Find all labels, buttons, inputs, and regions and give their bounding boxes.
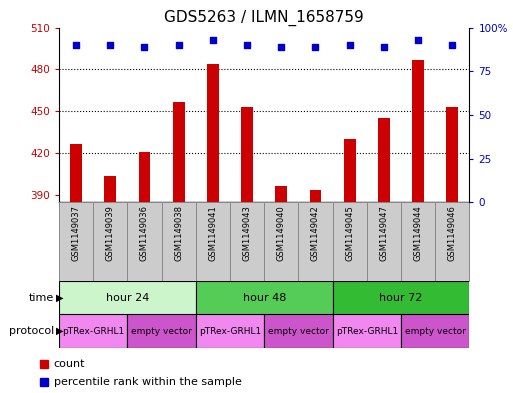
Text: pTRex-GRHL1: pTRex-GRHL1: [336, 327, 398, 336]
Bar: [127, 314, 196, 348]
Text: GSM1149042: GSM1149042: [311, 205, 320, 261]
Text: GSM1149045: GSM1149045: [345, 205, 354, 261]
Bar: [59, 314, 127, 348]
Point: [277, 44, 285, 50]
Point: [311, 44, 320, 50]
Bar: [196, 202, 230, 281]
Bar: [401, 202, 435, 281]
Bar: [412, 60, 424, 393]
Point: [174, 42, 183, 48]
Bar: [309, 190, 322, 393]
Bar: [207, 64, 219, 393]
Text: GSM1149046: GSM1149046: [448, 205, 457, 261]
Text: protocol: protocol: [9, 326, 54, 336]
Text: hour 24: hour 24: [106, 293, 149, 303]
Bar: [446, 107, 458, 393]
Bar: [401, 314, 469, 348]
Bar: [230, 202, 264, 281]
Bar: [162, 202, 196, 281]
Point: [106, 42, 114, 48]
Bar: [139, 152, 150, 393]
Point: [243, 42, 251, 48]
Point: [72, 42, 80, 48]
Bar: [332, 281, 469, 314]
Text: GSM1149044: GSM1149044: [413, 205, 423, 261]
Bar: [332, 314, 401, 348]
Text: GSM1149047: GSM1149047: [380, 205, 388, 261]
Bar: [104, 176, 116, 393]
Text: GSM1149038: GSM1149038: [174, 205, 183, 261]
Bar: [59, 281, 196, 314]
Text: hour 72: hour 72: [379, 293, 423, 303]
Bar: [344, 140, 356, 393]
Text: ▶: ▶: [56, 293, 64, 303]
Bar: [264, 202, 299, 281]
Text: percentile rank within the sample: percentile rank within the sample: [54, 377, 242, 387]
Text: time: time: [29, 293, 54, 303]
Text: GSM1149041: GSM1149041: [208, 205, 218, 261]
Bar: [70, 143, 82, 393]
Title: GDS5263 / ILMN_1658759: GDS5263 / ILMN_1658759: [164, 10, 364, 26]
Text: count: count: [54, 359, 85, 369]
Text: empty vector: empty vector: [131, 327, 192, 336]
Bar: [299, 202, 332, 281]
Bar: [196, 314, 264, 348]
Bar: [93, 202, 127, 281]
Bar: [435, 202, 469, 281]
Text: pTRex-GRHL1: pTRex-GRHL1: [62, 327, 124, 336]
Bar: [241, 107, 253, 393]
Bar: [332, 202, 367, 281]
Bar: [173, 102, 185, 393]
Point: [414, 37, 422, 43]
Text: GSM1149036: GSM1149036: [140, 205, 149, 261]
Text: GSM1149043: GSM1149043: [243, 205, 251, 261]
Text: GSM1149039: GSM1149039: [106, 205, 115, 261]
Text: pTRex-GRHL1: pTRex-GRHL1: [199, 327, 261, 336]
Bar: [59, 202, 93, 281]
Point: [346, 42, 354, 48]
Bar: [196, 281, 332, 314]
Text: ▶: ▶: [56, 326, 64, 336]
Text: empty vector: empty vector: [405, 327, 466, 336]
Text: hour 48: hour 48: [243, 293, 286, 303]
Text: GSM1149037: GSM1149037: [72, 205, 81, 261]
Bar: [264, 314, 332, 348]
Bar: [275, 185, 287, 393]
Point: [141, 44, 149, 50]
Text: empty vector: empty vector: [268, 327, 329, 336]
Point: [209, 37, 217, 43]
Point: [448, 42, 457, 48]
Point: [380, 44, 388, 50]
Text: GSM1149040: GSM1149040: [277, 205, 286, 261]
Bar: [378, 118, 390, 393]
Bar: [127, 202, 162, 281]
Bar: [367, 202, 401, 281]
